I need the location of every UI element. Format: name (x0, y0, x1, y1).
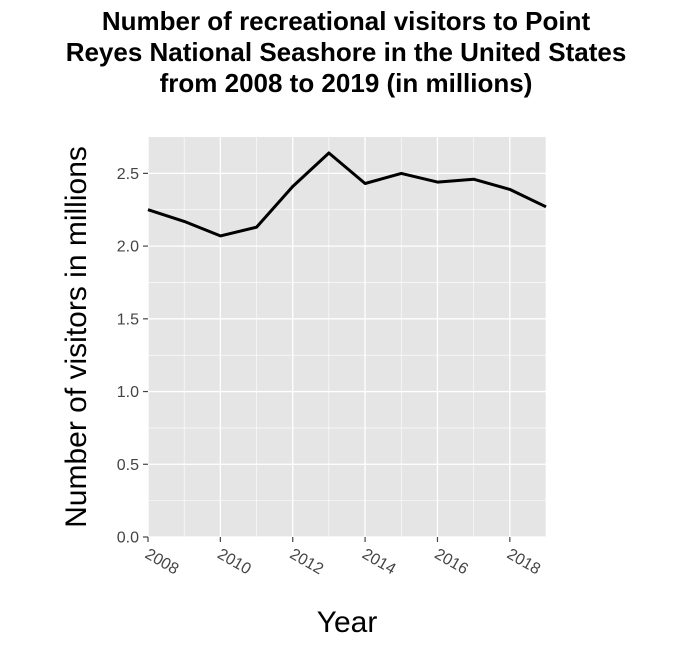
y-tick-label: 1.0 (117, 384, 139, 401)
gridlines (147, 137, 547, 538)
chart-title-line-1: Number of recreational visitors to Point (102, 6, 591, 36)
x-tick-label: 2014 (359, 546, 398, 579)
y-tick-label: 2.5 (117, 166, 139, 183)
x-tick-label: 2010 (214, 546, 253, 579)
series-line (147, 151, 547, 238)
chart-title-line-2: Reyes National Seashore in the United St… (66, 37, 627, 67)
chart-title-line-3: from 2008 to 2019 (in millions) (160, 68, 533, 98)
x-tick-label: 2018 (504, 546, 543, 579)
x-tick-label: 2012 (287, 546, 326, 579)
x-axis-label: Year (317, 606, 378, 639)
y-tick-label: 0.0 (117, 530, 139, 547)
y-tick-label: 2.0 (117, 239, 139, 256)
y-axis-label: Number of visitors in millions (60, 146, 93, 528)
x-tick-label: 2016 (431, 546, 470, 579)
y-tick-label: 1.5 (117, 311, 139, 328)
y-tick-label: 0.5 (117, 457, 139, 474)
x-tick-label: 2008 (142, 546, 181, 579)
plot-panel (148, 137, 546, 537)
